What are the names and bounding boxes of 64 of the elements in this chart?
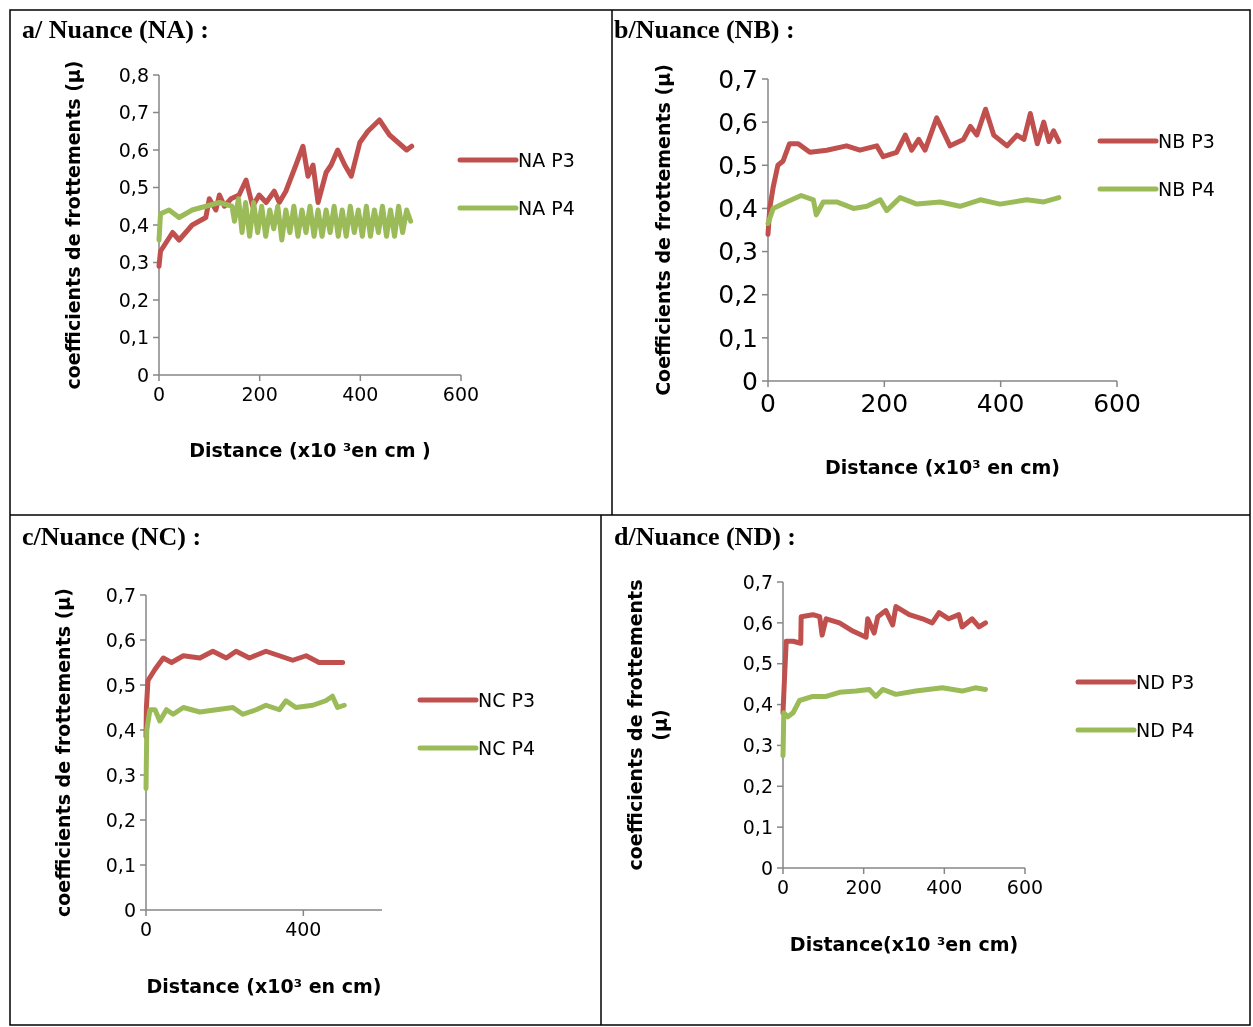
- y-tick-label: 0,8: [118, 63, 149, 86]
- y-tick-label: 0,1: [105, 853, 136, 876]
- y-tick-label: 0,5: [105, 673, 136, 696]
- y-tick-label: 0,1: [118, 326, 149, 349]
- y-tick-label: 0,1: [718, 323, 758, 353]
- x-tick-label: 400: [976, 389, 1025, 419]
- chart-title: c/Nuance (NC) :: [22, 522, 202, 551]
- y-tick-label: 0,7: [742, 570, 773, 593]
- y-tick-label: 0,3: [718, 237, 758, 267]
- y-tick-label: 0,7: [718, 64, 758, 94]
- y-tick-label: 0,1: [742, 815, 773, 838]
- y-tick-label: 0: [760, 856, 773, 879]
- chart-title: d/Nuance (ND) :: [614, 522, 796, 551]
- y-axis-title: coefficients de frottements (µ): [62, 60, 84, 390]
- y-tick-label: 0: [136, 363, 149, 386]
- y-axis-title: coefficients de frottements (µ): [52, 588, 74, 917]
- x-axis-title: Distance (x10 ³en cm ): [189, 439, 431, 461]
- chart-title: b/Nuance (NB) :: [614, 15, 795, 44]
- x-tick-label: 600: [1093, 389, 1141, 419]
- y-tick-label: 0,3: [742, 734, 773, 757]
- y-tick-label: 0,4: [105, 718, 136, 741]
- y-tick-label: 0,6: [105, 628, 136, 651]
- y-tick-label: 0,5: [118, 176, 149, 199]
- x-tick-label: 200: [241, 383, 278, 406]
- y-tick-label: 0,6: [742, 611, 773, 634]
- y-tick-label: 0,2: [118, 288, 149, 311]
- y-tick-label: 0,7: [105, 583, 136, 606]
- legend-label: NA P4: [518, 196, 575, 219]
- y-tick-label: 0,3: [105, 763, 136, 786]
- x-tick-label: 200: [845, 876, 882, 899]
- y-tick-label: 0,2: [105, 808, 136, 831]
- y-tick-label: 0,4: [718, 194, 758, 224]
- legend-label: NC P4: [478, 736, 536, 759]
- legend-label: ND P3: [1136, 670, 1195, 693]
- y-tick-label: 0,5: [718, 151, 758, 181]
- y-tick-label: 0,6: [118, 138, 149, 161]
- legend-label: ND P4: [1136, 718, 1195, 741]
- y-axis-title: coefficients de frottements (µ): [624, 579, 671, 871]
- legend-label: NB P3: [1158, 129, 1215, 152]
- x-axis-title: Distance (x10³ en cm): [825, 456, 1060, 478]
- legend-label: NA P3: [518, 148, 575, 171]
- y-tick-label: 0,3: [118, 251, 149, 274]
- x-axis-title: Distance (x10³ en cm): [146, 975, 382, 997]
- y-tick-label: 0,4: [118, 213, 149, 236]
- y-axis-title: Coefficients de frottements (µ): [652, 64, 674, 396]
- y-tick-label: 0,4: [742, 693, 773, 716]
- x-tick-label: 0: [152, 383, 166, 406]
- x-axis-title: Distance(x10 ³en cm): [789, 933, 1019, 955]
- x-tick-label: 600: [1006, 876, 1044, 899]
- x-tick-label: 400: [926, 876, 963, 899]
- x-tick-label: 200: [860, 389, 909, 419]
- y-tick-label: 0,5: [742, 652, 773, 675]
- y-tick-label: 0,2: [718, 280, 758, 310]
- x-tick-label: 0: [776, 876, 790, 899]
- legend-label: NB P4: [1158, 177, 1215, 200]
- y-tick-label: 0,6: [718, 107, 758, 137]
- x-tick-label: 400: [285, 918, 322, 941]
- legend-label: NC P3: [478, 688, 536, 711]
- x-tick-label: 400: [342, 383, 379, 406]
- chart-title: a/ Nuance (NA) :: [22, 15, 210, 44]
- x-tick-label: 600: [442, 383, 480, 406]
- y-tick-label: 0,7: [118, 101, 149, 124]
- y-tick-label: 0,2: [742, 774, 773, 797]
- y-tick-label: 0: [123, 898, 136, 921]
